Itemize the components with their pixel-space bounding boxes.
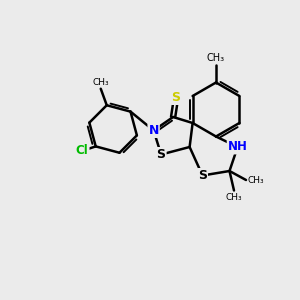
Text: CH₃: CH₃ (92, 78, 109, 87)
Text: Cl: Cl (76, 144, 88, 158)
Text: N: N (148, 124, 159, 137)
Text: NH: NH (228, 140, 247, 154)
Text: S: S (198, 169, 207, 182)
Text: CH₃: CH₃ (207, 53, 225, 63)
Text: S: S (157, 148, 166, 161)
Text: S: S (172, 91, 181, 104)
Text: CH₃: CH₃ (226, 193, 242, 202)
Text: CH₃: CH₃ (248, 176, 264, 184)
